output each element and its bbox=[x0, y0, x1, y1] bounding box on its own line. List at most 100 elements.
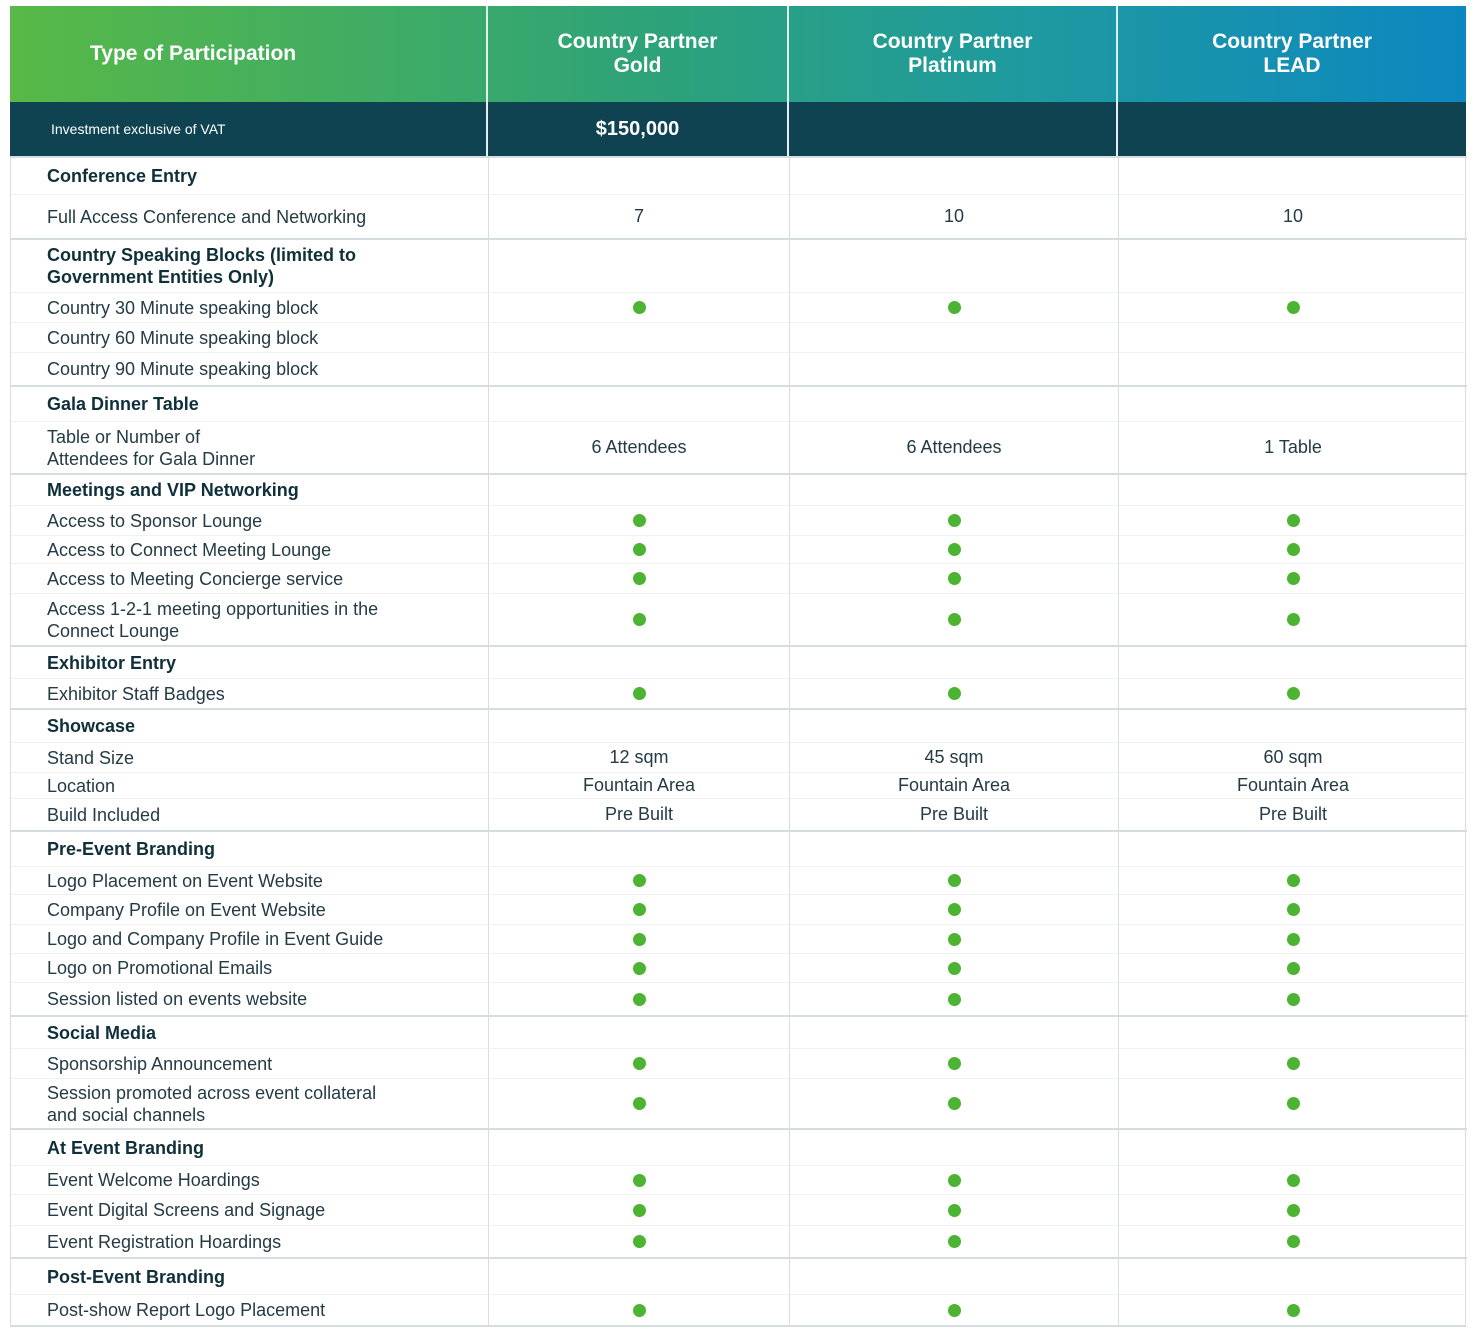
table-row: Event Welcome Hoardings bbox=[11, 1165, 1467, 1194]
cell-platinum bbox=[790, 1194, 1119, 1225]
cell-lead: 60 sqm bbox=[1119, 742, 1467, 772]
cell-lead: Pre Built bbox=[1119, 798, 1467, 830]
green-check-dot-icon bbox=[947, 992, 961, 1006]
section-header-row: Exhibitor Entry bbox=[11, 645, 1467, 678]
section-header-row: Country Speaking Blocks (limited to Gove… bbox=[11, 238, 1467, 292]
green-check-dot-icon bbox=[1286, 572, 1300, 585]
section-title: Conference Entry bbox=[11, 156, 489, 194]
cell-platinum: 6 Attendees bbox=[790, 421, 1119, 473]
cell-platinum bbox=[790, 292, 1119, 322]
green-check-dot-icon bbox=[1286, 543, 1300, 556]
section-header-row: Conference Entry bbox=[11, 156, 1467, 194]
cell-gold: 7 bbox=[489, 194, 790, 238]
investment-gold: $150,000 bbox=[488, 102, 789, 156]
cell-lead bbox=[1119, 924, 1467, 953]
cell-lead bbox=[1119, 953, 1467, 982]
cell-platinum bbox=[790, 563, 1119, 593]
cell-platinum bbox=[790, 1128, 1119, 1165]
feature-label: Access to Meeting Concierge service bbox=[11, 563, 489, 593]
green-check-dot-icon bbox=[632, 961, 646, 975]
cell-gold bbox=[489, 156, 790, 194]
section-title: Exhibitor Entry bbox=[11, 645, 489, 678]
cell-lead bbox=[1119, 473, 1467, 505]
section-header-row: Showcase bbox=[11, 708, 1467, 742]
cell-gold bbox=[489, 505, 790, 535]
cell-platinum bbox=[790, 322, 1119, 352]
cell-platinum bbox=[790, 708, 1119, 742]
cell-platinum bbox=[790, 830, 1119, 866]
feature-label: Session promoted across event collateral… bbox=[11, 1078, 489, 1128]
cell-lead: 1 Table bbox=[1119, 421, 1467, 473]
feature-label: Sponsorship Announcement bbox=[11, 1048, 489, 1078]
table-row: Access to Connect Meeting Lounge bbox=[11, 535, 1467, 563]
green-check-dot-icon bbox=[947, 932, 961, 946]
cell-platinum bbox=[790, 1225, 1119, 1257]
green-check-dot-icon bbox=[947, 613, 961, 626]
cell-gold bbox=[489, 352, 790, 385]
green-check-dot-icon bbox=[1286, 961, 1300, 975]
cell-gold bbox=[489, 238, 790, 292]
cell-lead: 10 bbox=[1119, 194, 1467, 238]
cell-gold: 6 Attendees bbox=[489, 421, 790, 473]
cell-lead bbox=[1119, 1078, 1467, 1128]
feature-label: Country 60 Minute speaking block bbox=[11, 322, 489, 352]
table-row: Country 90 Minute speaking block bbox=[11, 352, 1467, 385]
green-check-dot-icon bbox=[632, 1235, 646, 1248]
cell-lead bbox=[1119, 1194, 1467, 1225]
section-title: At Event Branding bbox=[11, 1128, 489, 1165]
green-check-dot-icon bbox=[632, 932, 646, 946]
green-check-dot-icon bbox=[1286, 1303, 1300, 1317]
cell-gold bbox=[489, 645, 790, 678]
cell-platinum bbox=[790, 1078, 1119, 1128]
cell-gold bbox=[489, 1078, 790, 1128]
section-title: Showcase bbox=[11, 708, 489, 742]
cell-gold bbox=[489, 1257, 790, 1294]
cell-gold bbox=[489, 678, 790, 708]
green-check-dot-icon bbox=[1286, 1057, 1300, 1070]
cell-gold: Pre Built bbox=[489, 798, 790, 830]
cell-lead bbox=[1119, 563, 1467, 593]
green-check-dot-icon bbox=[632, 874, 646, 887]
feature-label: Post-show Report Logo Placement bbox=[11, 1294, 489, 1325]
green-check-dot-icon bbox=[632, 1203, 646, 1217]
cell-gold bbox=[489, 894, 790, 924]
green-check-dot-icon bbox=[947, 1173, 961, 1187]
cell-platinum bbox=[790, 1048, 1119, 1078]
feature-label: Logo and Company Profile in Event Guide bbox=[11, 924, 489, 953]
section-header-row: Social Media bbox=[11, 1015, 1467, 1048]
cell-lead bbox=[1119, 1128, 1467, 1165]
green-check-dot-icon bbox=[632, 514, 646, 527]
green-check-dot-icon bbox=[1286, 1203, 1300, 1217]
cell-lead bbox=[1119, 156, 1467, 194]
cell-platinum: 45 sqm bbox=[790, 742, 1119, 772]
feature-label: Table or Number of Attendees for Gala Di… bbox=[11, 421, 489, 473]
green-check-dot-icon bbox=[947, 903, 961, 916]
table-row: Full Access Conference and Networking 7 10… bbox=[11, 194, 1467, 238]
feature-label: Access to Sponsor Lounge bbox=[11, 505, 489, 535]
cell-lead bbox=[1119, 535, 1467, 563]
cell-gold bbox=[489, 1015, 790, 1048]
green-check-dot-icon bbox=[947, 543, 961, 556]
cell-gold bbox=[489, 1165, 790, 1194]
table-row: Table or Number of Attendees for Gala Di… bbox=[11, 421, 1467, 473]
green-check-dot-icon bbox=[632, 1303, 646, 1317]
green-check-dot-icon bbox=[632, 613, 646, 626]
cell-lead bbox=[1119, 505, 1467, 535]
green-check-dot-icon bbox=[1286, 613, 1300, 626]
cell-lead: Fountain Area bbox=[1119, 772, 1467, 798]
green-check-dot-icon bbox=[1286, 1235, 1300, 1248]
table-row: Access to Meeting Concierge service bbox=[11, 563, 1467, 593]
sponsorship-table: Type of Participation Country Partner Go… bbox=[10, 6, 1467, 1327]
table-row: Location Fountain Area Fountain Area Founta… bbox=[11, 772, 1467, 798]
cell-gold bbox=[489, 1048, 790, 1078]
section-title: Social Media bbox=[11, 1015, 489, 1048]
green-check-dot-icon bbox=[632, 992, 646, 1006]
cell-lead bbox=[1119, 1015, 1467, 1048]
table-header: Type of Participation Country Partner Go… bbox=[10, 6, 1466, 102]
cell-platinum bbox=[790, 924, 1119, 953]
cell-gold bbox=[489, 1128, 790, 1165]
investment-lead bbox=[1118, 102, 1466, 156]
feature-label: Country 30 Minute speaking block bbox=[11, 292, 489, 322]
green-check-dot-icon bbox=[632, 301, 646, 314]
green-check-dot-icon bbox=[1286, 903, 1300, 916]
